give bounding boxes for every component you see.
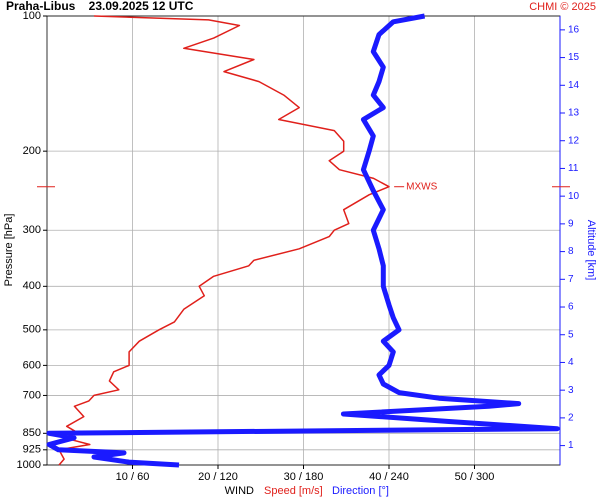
y2-tick-label: 10 <box>568 191 580 202</box>
y2-tick-label: 9 <box>568 219 574 230</box>
y-tick-label: 100 <box>23 10 41 22</box>
x-tick-label: 30 / 180 <box>284 471 324 483</box>
y-tick-label: 700 <box>23 389 41 401</box>
y-axis-label: Pressure [hPa] <box>3 214 15 287</box>
x-tick-label: 10 / 60 <box>116 471 150 483</box>
y2-tick-label: 14 <box>568 80 580 91</box>
speed-label: Speed [m/s] <box>264 485 323 497</box>
y-tick-label: 300 <box>23 224 41 236</box>
profile-line <box>58 15 390 466</box>
y-tick-label: 500 <box>23 324 41 336</box>
y2-tick-label: 3 <box>568 385 574 396</box>
y2-tick-label: 15 <box>568 52 580 63</box>
y2-tick-label: 12 <box>568 135 580 146</box>
y-tick-label: 925 <box>23 444 41 456</box>
y2-tick-label: 7 <box>568 274 574 285</box>
y2-tick-label: 5 <box>568 329 574 340</box>
chart-title: Praha-Libus 23.09.2025 12 UTC <box>6 0 194 13</box>
y2-tick-label: 16 <box>568 24 580 35</box>
y2-tick-label: 11 <box>568 163 579 174</box>
y2-tick-label: 4 <box>568 357 574 368</box>
credit: CHMI © 2025 <box>529 1 596 13</box>
y2-axis-label: Altitude [km] <box>585 220 597 281</box>
y2-tick-label: 1 <box>568 440 574 451</box>
x-axis-label: WIND <box>225 485 254 497</box>
y-tick-label: 400 <box>23 280 41 292</box>
x-tick-label: 40 / 240 <box>369 471 409 483</box>
y-tick-label: 200 <box>23 145 41 157</box>
annotation: MXWS <box>406 181 437 192</box>
y-tick-label: 850 <box>23 427 41 439</box>
x-tick-label: 20 / 120 <box>198 471 238 483</box>
y2-tick-label: 6 <box>568 302 574 313</box>
y2-tick-label: 2 <box>568 413 574 424</box>
y-tick-label: 600 <box>23 359 41 371</box>
x-tick-label: 50 / 300 <box>455 471 495 483</box>
y-tick-label: 1000 <box>17 459 41 471</box>
direction-label: Direction [°] <box>332 485 389 497</box>
y2-tick-label: 8 <box>568 246 574 257</box>
y2-tick-label: 13 <box>568 108 580 119</box>
profile-line <box>46 13 560 468</box>
